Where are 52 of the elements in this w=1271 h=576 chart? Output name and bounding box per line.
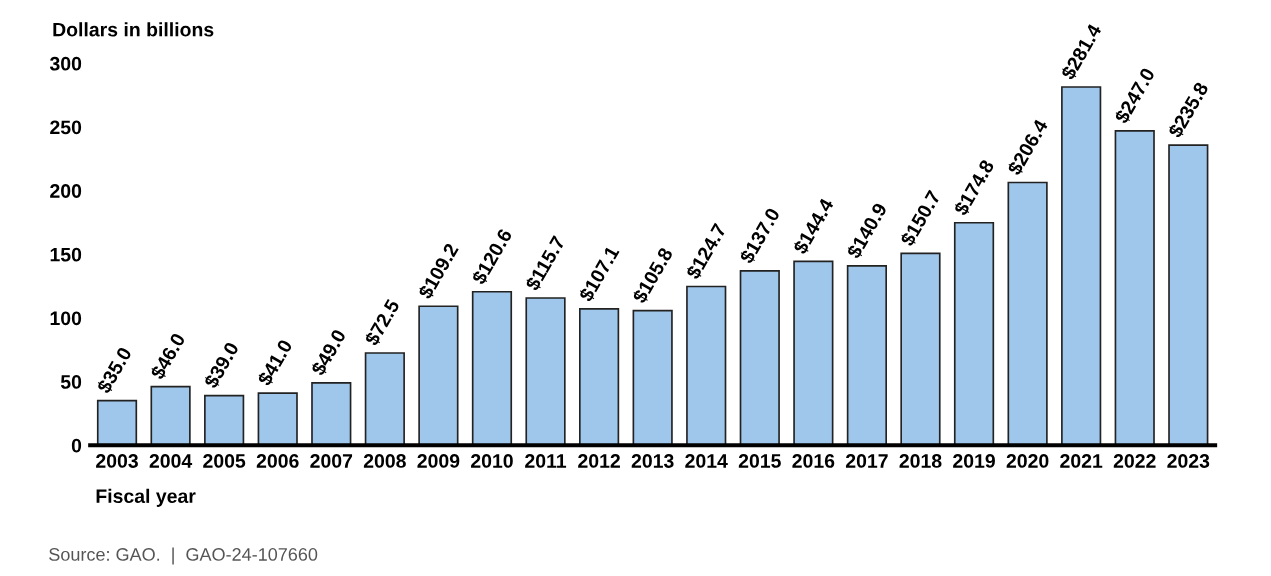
x-tick-label: 2004 [149, 454, 193, 468]
bar [471, 290, 513, 446]
x-tick-label: 2022 [1113, 454, 1156, 468]
x-tick-label: 2021 [1060, 454, 1103, 468]
x-tick-label: 2017 [845, 454, 888, 468]
y-axis-title: Dollars in billions [53, 22, 214, 37]
bar [1114, 129, 1155, 446]
bar [364, 352, 405, 446]
x-tick-label: 2003 [96, 454, 138, 468]
source-note: Source: GAO. | GAO-24-107660 [49, 547, 318, 565]
y-tick-label: 50 [60, 375, 82, 389]
x-tick-label: 2018 [899, 454, 942, 468]
bar [311, 382, 352, 446]
x-tick-label: 2016 [792, 454, 835, 468]
bar [257, 392, 298, 446]
x-tick-label: 2023 [1167, 454, 1210, 468]
bar [1168, 144, 1209, 446]
bar [846, 265, 888, 446]
x-tick-label: 2010 [471, 454, 513, 468]
x-tick-label: 2009 [417, 454, 460, 468]
bar [418, 305, 459, 446]
y-tick-label: 150 [50, 247, 82, 262]
x-tick-label: 2006 [256, 454, 299, 468]
bar [525, 297, 566, 446]
bar [578, 308, 620, 446]
bar [686, 285, 727, 446]
y-tick-label: 250 [50, 120, 82, 135]
y-tick-label: 100 [50, 311, 82, 326]
bar [150, 385, 191, 446]
bar [739, 270, 780, 446]
x-axis-title: Fiscal year [96, 488, 196, 507]
x-tick-label: 2008 [363, 454, 406, 468]
x-tick-label: 2015 [738, 454, 781, 468]
x-tick-label: 2012 [578, 454, 620, 468]
x-tick-label: 2011 [525, 454, 567, 468]
x-tick-label: 2020 [1006, 454, 1049, 468]
bar [953, 221, 995, 446]
bar [1007, 181, 1048, 446]
bar [1061, 86, 1102, 446]
bar [632, 309, 673, 446]
bar [204, 394, 245, 446]
bar [900, 252, 941, 446]
bar [793, 260, 834, 446]
x-tick-label: 2005 [203, 454, 246, 468]
bar [96, 399, 138, 446]
y-tick-label: 0 [71, 438, 82, 453]
y-tick-label: 300 [49, 56, 82, 71]
x-tick-label: 2007 [310, 454, 353, 468]
x-tick-label: 2013 [631, 454, 674, 468]
x-tick-label: 2014 [685, 454, 728, 468]
y-tick-label: 200 [50, 184, 82, 198]
x-tick-label: 2019 [953, 454, 995, 468]
